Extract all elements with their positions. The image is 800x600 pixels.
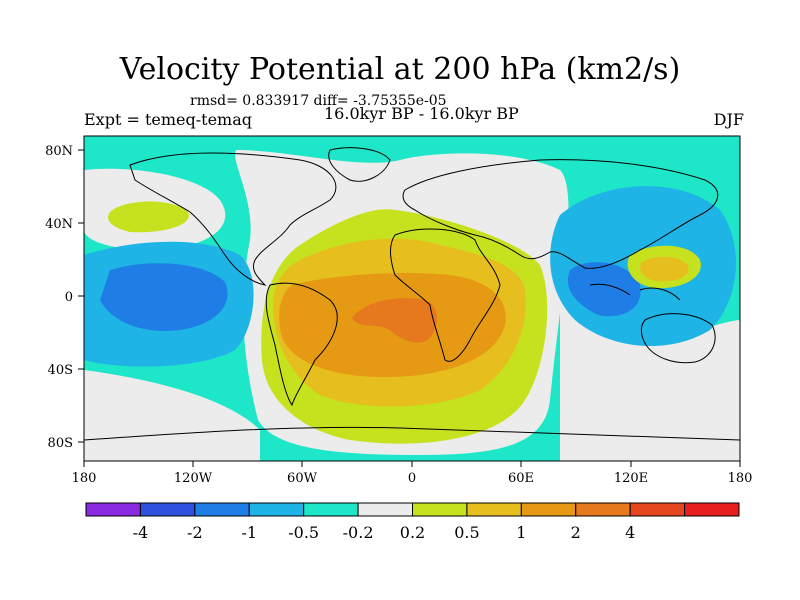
colorbar-label: 4 bbox=[625, 523, 635, 542]
lon-tick-label: 120W bbox=[174, 471, 213, 486]
coastline-greenland bbox=[328, 147, 391, 182]
negative-region-east-pacific-core bbox=[100, 263, 228, 331]
lat-tick-label: 80S bbox=[48, 436, 73, 451]
colorbar-swatch bbox=[357, 502, 414, 517]
colorbar-label: 0.5 bbox=[454, 523, 479, 542]
colorbar-swatch bbox=[575, 502, 631, 517]
experiment-label: Expt = temeq-temaq bbox=[84, 110, 252, 129]
colorbar-label: -4 bbox=[133, 523, 149, 542]
lat-tick-label: 40S bbox=[48, 363, 73, 378]
positive-region-western-pacific-core bbox=[639, 256, 689, 282]
colorbar-label: 1 bbox=[516, 523, 526, 542]
season-label: DJF bbox=[713, 110, 744, 129]
page-title: Velocity Potential at 200 hPa (km2/s) bbox=[119, 52, 681, 87]
coastlines bbox=[84, 147, 740, 441]
latitude-axis bbox=[78, 149, 84, 443]
colorbar-swatch bbox=[194, 502, 250, 517]
colorbar-swatch bbox=[412, 502, 468, 517]
coastline-south-america bbox=[265, 282, 338, 407]
velocity-potential-field bbox=[84, 136, 740, 461]
lon-tick-label: 0 bbox=[408, 471, 416, 486]
colorbar-label: -2 bbox=[187, 523, 203, 542]
colorbar-swatch bbox=[303, 502, 359, 517]
coastline-north-america bbox=[129, 152, 337, 286]
colorbar-label: 2 bbox=[571, 523, 581, 542]
coastline-antarctica bbox=[84, 426, 740, 441]
colorbar-swatch bbox=[466, 502, 522, 517]
colorbar-label: -1 bbox=[241, 523, 257, 542]
coastline-australia bbox=[640, 313, 716, 364]
colorbar-swatch bbox=[85, 502, 141, 517]
lat-tick-label: 80N bbox=[45, 144, 73, 159]
longitude-axis bbox=[83, 461, 741, 467]
lon-tick-label: 120E bbox=[614, 471, 648, 486]
colorbar-swatch bbox=[520, 502, 577, 517]
colorbar-swatch bbox=[684, 502, 740, 517]
coastline-africa bbox=[390, 228, 501, 362]
negative-region-western-pacific-core bbox=[567, 262, 641, 317]
colorbar-label: -0.2 bbox=[343, 523, 374, 542]
lat-tick-label: 40N bbox=[45, 217, 73, 232]
colorbar-swatch bbox=[629, 502, 686, 517]
colorbar-swatch bbox=[139, 502, 196, 517]
lon-tick-label: 60E bbox=[508, 471, 534, 486]
colorbar-label: -0.5 bbox=[288, 523, 319, 542]
coastline-europe-asia bbox=[402, 159, 718, 269]
lon-tick-label: 180 bbox=[728, 471, 753, 486]
lon-tick-label: 60W bbox=[287, 471, 318, 486]
colorbar: -4 -2 -1 -0.5 -0.2 0.2 0.5 1 2 4 bbox=[85, 502, 740, 542]
positive-region-atlantic-core bbox=[352, 298, 437, 343]
lon-tick-label: 180 bbox=[72, 471, 97, 486]
stats-line: rmsd= 0.833917 diff= -3.75355e-05 bbox=[190, 93, 447, 109]
near-zero-band-southern-ocean bbox=[84, 370, 260, 461]
positive-region-north-pacific bbox=[108, 201, 189, 233]
coastline-maritime-continent bbox=[589, 283, 681, 301]
colorbar-swatch bbox=[248, 502, 305, 517]
colorbar-label: 0.2 bbox=[400, 523, 425, 542]
lat-tick-label: 0 bbox=[65, 290, 73, 305]
period-label: 16.0kyr BP - 16.0kyr BP bbox=[324, 104, 519, 123]
